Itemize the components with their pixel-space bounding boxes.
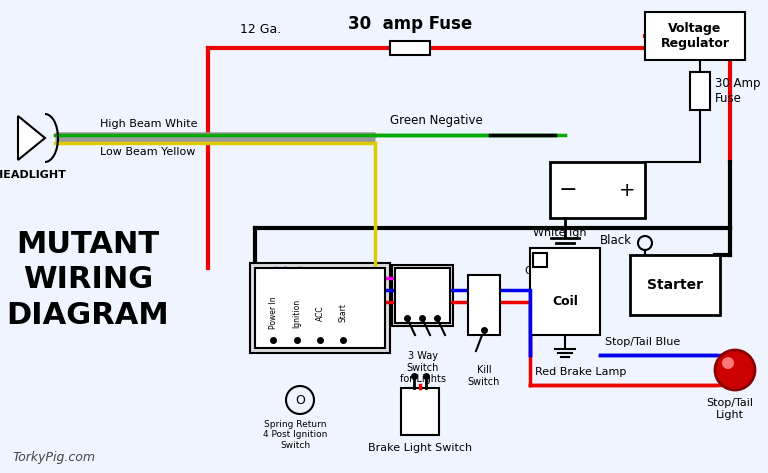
Text: ACC: ACC (316, 305, 325, 321)
Text: −: − (558, 180, 578, 200)
Bar (395, 268, 450, 323)
Text: 12 Ga.: 12 Ga. (240, 23, 281, 36)
Text: TorkyPig.com: TorkyPig.com (12, 452, 95, 464)
Polygon shape (18, 116, 45, 160)
Text: Start: Start (339, 304, 347, 323)
Bar (533, 253, 547, 267)
Bar (390, 41, 430, 55)
Text: Brake Light Switch: Brake Light Switch (368, 443, 472, 453)
Text: Power In: Power In (269, 297, 277, 329)
Text: Starter: Starter (647, 278, 703, 292)
Text: +: + (619, 181, 635, 200)
Circle shape (715, 350, 755, 390)
Text: +: + (535, 253, 546, 267)
Text: Stop/Tail
Light: Stop/Tail Light (707, 398, 753, 420)
Circle shape (722, 357, 734, 369)
Text: HEADLIGHT: HEADLIGHT (0, 170, 66, 180)
Text: MUTANT
WIRING
DIAGRAM: MUTANT WIRING DIAGRAM (7, 229, 170, 331)
Text: Low Beam Yellow: Low Beam Yellow (100, 147, 195, 157)
Bar (250, 263, 390, 353)
Text: White Ign: White Ign (533, 228, 587, 238)
Bar (530, 248, 600, 335)
Bar (645, 12, 745, 60)
Text: Stop/Tail Blue: Stop/Tail Blue (605, 337, 680, 347)
Text: Ignition: Ignition (293, 298, 302, 328)
Text: O: O (295, 394, 305, 406)
Bar (630, 255, 720, 315)
Text: Kill
Switch: Kill Switch (468, 365, 500, 386)
Bar (550, 162, 645, 218)
Text: Red Brake Lamp: Red Brake Lamp (535, 367, 627, 377)
Text: Coil: Coil (552, 295, 578, 308)
Text: 30 Amp
Fuse: 30 Amp Fuse (715, 77, 760, 105)
Text: Voltage
Regulator: Voltage Regulator (660, 22, 730, 50)
Text: 3 Way
Switch
for Lights: 3 Way Switch for Lights (399, 351, 445, 384)
Text: Black: Black (600, 234, 632, 246)
Bar (255, 268, 385, 348)
Bar (401, 388, 439, 435)
Bar (690, 72, 710, 110)
Bar (392, 265, 453, 326)
Text: High Beam White: High Beam White (100, 119, 197, 129)
Text: 30  amp Fuse: 30 amp Fuse (348, 15, 472, 33)
Text: Green Negative: Green Negative (390, 114, 483, 127)
Text: Ground cable
to Frame: Ground cable to Frame (525, 266, 595, 288)
Bar (468, 275, 500, 335)
Text: Spring Return
4 Post Ignition
Switch: Spring Return 4 Post Ignition Switch (263, 420, 327, 450)
